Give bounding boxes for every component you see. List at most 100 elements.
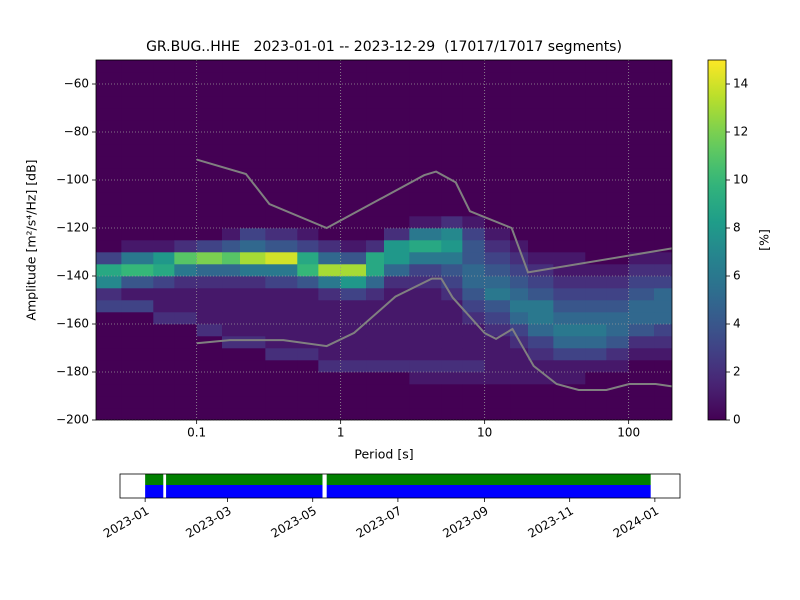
density-cell bbox=[528, 216, 554, 229]
density-cell bbox=[606, 288, 629, 301]
density-cell bbox=[174, 276, 197, 289]
density-cell bbox=[628, 132, 655, 145]
density-cell bbox=[553, 84, 586, 97]
density-cell bbox=[510, 72, 529, 85]
density-cell bbox=[553, 132, 586, 145]
density-cell bbox=[628, 216, 655, 229]
density-cell bbox=[153, 372, 175, 385]
density-cell bbox=[297, 384, 319, 397]
y-tick-label: −120 bbox=[56, 221, 89, 235]
density-cell bbox=[121, 312, 154, 325]
density-cell bbox=[366, 300, 385, 313]
density-cell bbox=[222, 72, 241, 85]
density-cell bbox=[462, 228, 485, 241]
density-cell bbox=[96, 312, 122, 325]
density-cell bbox=[340, 192, 367, 205]
density-cell bbox=[340, 120, 367, 133]
density-cell bbox=[654, 324, 672, 337]
density-cell bbox=[222, 120, 241, 133]
density-cell bbox=[628, 120, 655, 133]
colorbar-tick-label: 0 bbox=[733, 413, 741, 427]
density-cell bbox=[222, 348, 241, 361]
density-cell bbox=[409, 72, 442, 85]
density-cell bbox=[628, 96, 655, 109]
density-cell bbox=[318, 216, 341, 229]
density-cell bbox=[196, 144, 223, 157]
density-cell bbox=[222, 384, 241, 397]
density-cell bbox=[153, 144, 175, 157]
chart-title: GR.BUG..HHE 2023-01-01 -- 2023-12-29 (17… bbox=[146, 39, 622, 55]
density-cell bbox=[628, 144, 655, 157]
density-cell bbox=[366, 192, 385, 205]
density-cell bbox=[297, 192, 319, 205]
density-cell bbox=[265, 276, 298, 289]
density-cell bbox=[654, 288, 672, 301]
density-cell bbox=[528, 84, 554, 97]
density-cell bbox=[96, 168, 122, 181]
density-cell bbox=[196, 180, 223, 193]
density-cell bbox=[366, 240, 385, 253]
density-cell bbox=[606, 324, 629, 337]
density-cell bbox=[484, 156, 511, 169]
density-cell bbox=[340, 312, 367, 325]
density-cell bbox=[484, 252, 511, 265]
density-cell bbox=[409, 336, 442, 349]
density-cell bbox=[318, 60, 341, 73]
density-cell bbox=[484, 372, 511, 385]
density-cell bbox=[96, 288, 122, 301]
density-cell bbox=[510, 300, 529, 313]
density-cell bbox=[240, 360, 266, 373]
density-cell bbox=[265, 408, 298, 420]
density-cell bbox=[654, 180, 672, 193]
density-cell bbox=[297, 348, 319, 361]
density-cell bbox=[384, 216, 410, 229]
density-cell bbox=[606, 372, 629, 385]
density-cell bbox=[240, 60, 266, 73]
density-cell bbox=[222, 408, 241, 420]
y-tick-label: −180 bbox=[56, 365, 89, 379]
density-cell bbox=[174, 408, 197, 420]
density-cell bbox=[265, 228, 298, 241]
density-cell bbox=[174, 324, 197, 337]
density-cell bbox=[121, 204, 154, 217]
density-cell bbox=[240, 108, 266, 121]
density-cell bbox=[366, 360, 385, 373]
density-cell bbox=[510, 168, 529, 181]
density-cell bbox=[297, 216, 319, 229]
density-cell bbox=[174, 108, 197, 121]
density-cell bbox=[462, 132, 485, 145]
density-cell bbox=[96, 348, 122, 361]
density-cell bbox=[318, 372, 341, 385]
density-cell bbox=[240, 120, 266, 133]
density-cell bbox=[606, 120, 629, 133]
density-cell bbox=[174, 360, 197, 373]
density-cell bbox=[654, 264, 672, 277]
density-cell bbox=[628, 408, 655, 420]
density-cell bbox=[297, 288, 319, 301]
density-cell bbox=[628, 372, 655, 385]
density-cell bbox=[628, 228, 655, 241]
density-cell bbox=[528, 288, 554, 301]
density-cell bbox=[384, 132, 410, 145]
coverage-segment bbox=[145, 485, 164, 498]
density-cell bbox=[366, 312, 385, 325]
density-cell bbox=[240, 96, 266, 109]
density-cell bbox=[553, 396, 586, 409]
density-cell bbox=[484, 192, 511, 205]
density-cell bbox=[384, 252, 410, 265]
density-cell bbox=[553, 108, 586, 121]
density-cell bbox=[510, 216, 529, 229]
density-cell bbox=[318, 336, 341, 349]
density-cell bbox=[628, 240, 655, 253]
density-cell bbox=[174, 96, 197, 109]
density-cell bbox=[628, 276, 655, 289]
density-cell bbox=[462, 288, 485, 301]
density-cell bbox=[153, 84, 175, 97]
density-cell bbox=[297, 156, 319, 169]
density-cell bbox=[409, 408, 442, 420]
density-cell bbox=[654, 144, 672, 157]
density-cell bbox=[340, 348, 367, 361]
density-cell bbox=[484, 348, 511, 361]
density-cell bbox=[528, 60, 554, 73]
density-cell bbox=[265, 156, 298, 169]
